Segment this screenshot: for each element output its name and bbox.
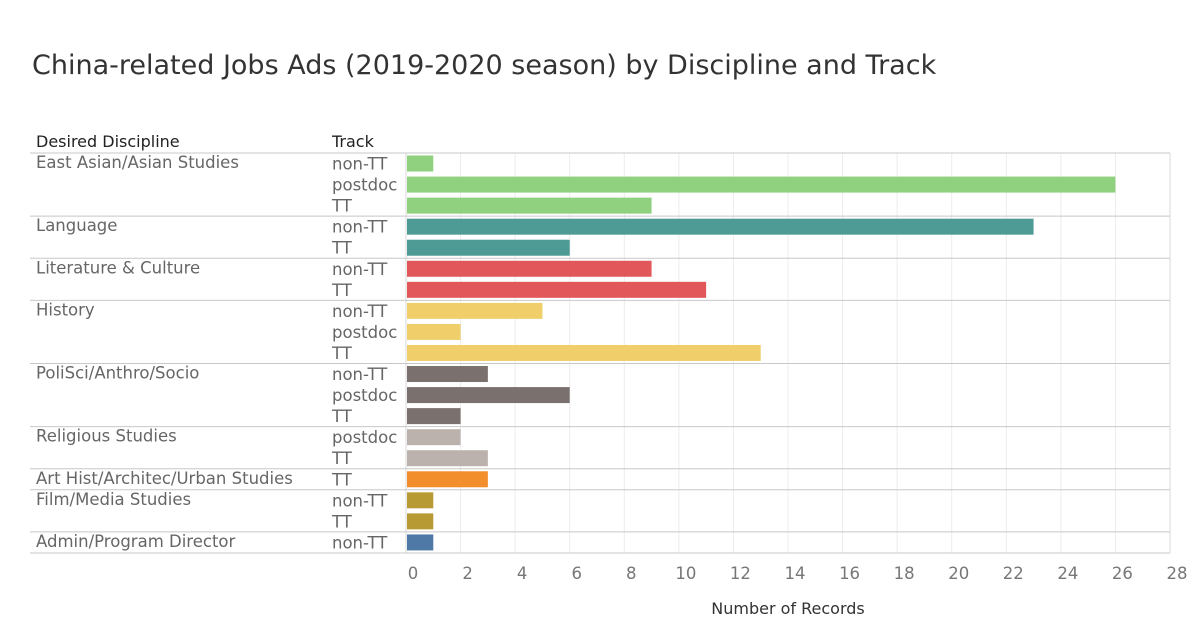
track-label: TT	[331, 470, 353, 489]
chart-title: China-related Jobs Ads (2019-2020 season…	[32, 50, 937, 81]
bar[interactable]	[407, 281, 707, 298]
bar[interactable]	[407, 387, 570, 404]
bar[interactable]	[407, 218, 1034, 235]
x-tick-label: 16	[839, 564, 860, 583]
bar[interactable]	[407, 408, 461, 425]
track-label: TT	[331, 449, 353, 468]
track-label: non-TT	[332, 260, 388, 279]
track-label: non-TT	[332, 218, 388, 237]
discipline-column-header: Desired Discipline	[36, 132, 180, 151]
bar[interactable]	[407, 344, 761, 361]
bar[interactable]	[407, 534, 434, 551]
bar[interactable]	[407, 260, 652, 277]
discipline-label: Literature & Culture	[36, 258, 200, 277]
bar[interactable]	[407, 429, 461, 446]
track-label: TT	[331, 281, 353, 300]
track-label: non-TT	[332, 155, 388, 174]
bar[interactable]	[407, 492, 434, 509]
x-tick-label: 4	[517, 564, 528, 583]
x-tick-label: 10	[675, 564, 696, 583]
track-label: TT	[331, 239, 353, 258]
track-label: postdoc	[332, 428, 397, 447]
track-label: TT	[331, 407, 353, 426]
x-tick-label: 8	[626, 564, 637, 583]
x-tick-label: 0	[408, 564, 419, 583]
discipline-label: Admin/Program Director	[36, 532, 236, 551]
track-column-header: Track	[332, 132, 374, 151]
track-label: TT	[331, 344, 353, 363]
track-label: non-TT	[332, 491, 388, 510]
track-label: TT	[331, 512, 353, 531]
bar[interactable]	[407, 155, 434, 172]
x-tick-label: 18	[894, 564, 915, 583]
bar[interactable]	[407, 513, 434, 530]
track-label: TT	[331, 197, 353, 216]
x-tick-label: 28	[1167, 564, 1188, 583]
track-label: postdoc	[332, 323, 397, 342]
discipline-label: PoliSci/Anthro/Socio	[36, 364, 199, 383]
discipline-label: History	[36, 300, 95, 319]
x-tick-label: 22	[1003, 564, 1024, 583]
discipline-label: Religious Studies	[36, 427, 177, 446]
discipline-label: East Asian/Asian Studies	[36, 153, 239, 172]
x-axis-label: Number of Records	[711, 599, 865, 618]
x-tick-label: 2	[462, 564, 473, 583]
bar[interactable]	[407, 176, 1116, 193]
discipline-label: Film/Media Studies	[36, 490, 191, 509]
x-tick-label: 26	[1112, 564, 1133, 583]
track-label: non-TT	[332, 302, 388, 321]
track-label: non-TT	[332, 365, 388, 384]
x-tick-label: 12	[730, 564, 751, 583]
bar[interactable]	[407, 197, 652, 214]
bar[interactable]	[407, 239, 570, 256]
track-label: postdoc	[332, 176, 397, 195]
discipline-label: Art Hist/Architec/Urban Studies	[36, 469, 293, 488]
x-tick-label: 6	[571, 564, 582, 583]
discipline-label: Language	[36, 216, 117, 235]
bar[interactable]	[407, 366, 488, 383]
bar[interactable]	[407, 302, 543, 319]
x-tick-label: 14	[785, 564, 806, 583]
x-tick-label: 24	[1057, 564, 1078, 583]
track-label: postdoc	[332, 386, 397, 405]
bar[interactable]	[407, 323, 461, 340]
track-label: non-TT	[332, 533, 388, 552]
bar[interactable]	[407, 471, 488, 488]
x-tick-label: 20	[948, 564, 969, 583]
bar[interactable]	[407, 450, 488, 467]
